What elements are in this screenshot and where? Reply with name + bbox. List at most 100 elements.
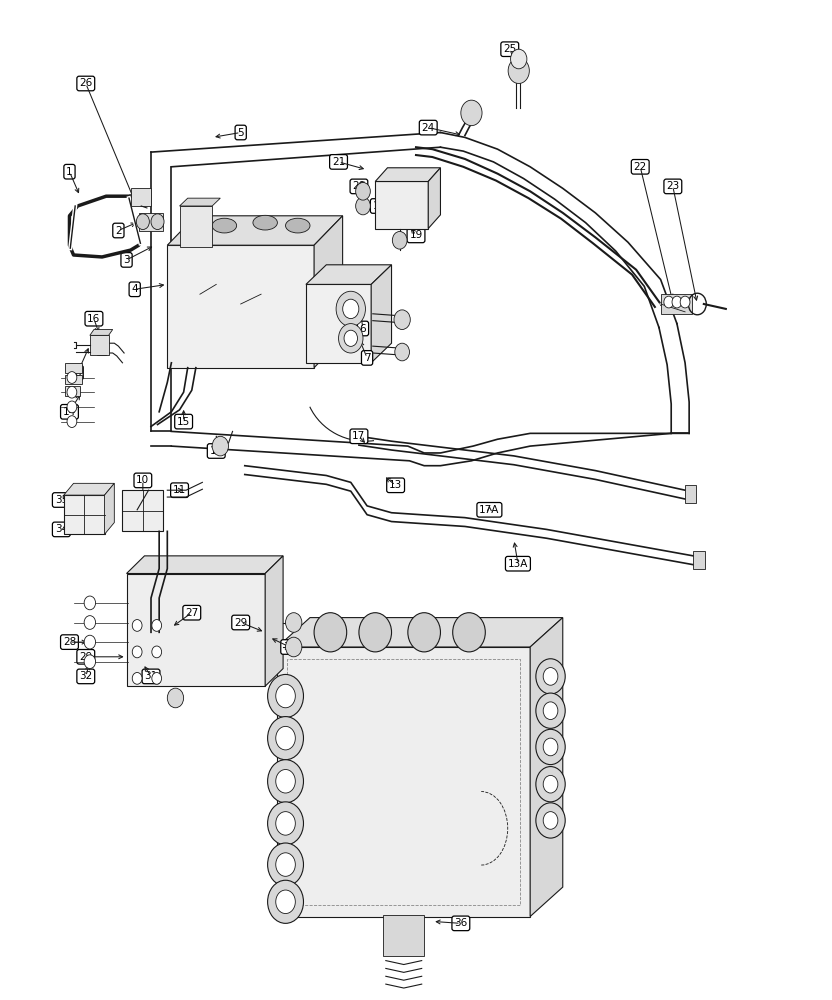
Circle shape (543, 668, 558, 685)
Circle shape (275, 726, 295, 750)
Polygon shape (530, 618, 562, 916)
Circle shape (672, 296, 681, 308)
Text: 13A: 13A (508, 559, 528, 569)
Polygon shape (126, 556, 283, 574)
Text: 29: 29 (234, 617, 247, 628)
Text: 7: 7 (364, 353, 370, 363)
Polygon shape (277, 647, 530, 916)
Text: 15: 15 (177, 417, 191, 427)
Circle shape (132, 646, 142, 658)
Text: 28: 28 (63, 637, 76, 647)
Circle shape (314, 613, 347, 652)
Circle shape (343, 299, 359, 319)
Circle shape (408, 613, 440, 652)
Bar (661, 294, 691, 314)
Polygon shape (90, 335, 109, 355)
Circle shape (275, 812, 295, 835)
Circle shape (511, 49, 527, 69)
Circle shape (132, 620, 142, 631)
Polygon shape (122, 490, 163, 531)
Text: 13: 13 (389, 480, 402, 490)
Polygon shape (167, 216, 343, 245)
Text: 4: 4 (131, 284, 138, 294)
Circle shape (461, 100, 482, 126)
Text: 26: 26 (79, 79, 92, 89)
Text: 20: 20 (392, 211, 404, 221)
Text: 27: 27 (186, 608, 198, 618)
Text: 31: 31 (145, 671, 157, 681)
Circle shape (67, 372, 77, 383)
Circle shape (536, 767, 565, 802)
Text: 16: 16 (87, 314, 101, 324)
Text: 12: 12 (210, 446, 223, 456)
Ellipse shape (212, 218, 236, 233)
Ellipse shape (253, 215, 277, 230)
Circle shape (67, 416, 77, 427)
Text: 1: 1 (67, 167, 72, 177)
Polygon shape (64, 483, 114, 495)
Text: 25: 25 (503, 44, 517, 54)
Text: 8: 8 (74, 368, 81, 378)
Text: 33: 33 (128, 505, 141, 515)
Circle shape (67, 401, 77, 413)
Circle shape (355, 182, 370, 200)
Text: 9: 9 (99, 343, 106, 353)
Bar (693, 551, 705, 569)
Text: 34: 34 (55, 524, 68, 534)
Circle shape (536, 693, 565, 728)
Text: 36: 36 (454, 918, 468, 928)
Bar (66, 375, 82, 384)
Circle shape (543, 738, 558, 756)
Polygon shape (314, 216, 343, 368)
Circle shape (132, 672, 142, 684)
Text: 11: 11 (173, 485, 186, 495)
Text: 2: 2 (115, 226, 121, 235)
Circle shape (212, 436, 229, 456)
Circle shape (339, 324, 363, 353)
Circle shape (536, 659, 565, 694)
Circle shape (268, 880, 304, 923)
Bar (139, 213, 163, 231)
Circle shape (268, 760, 304, 803)
Circle shape (268, 802, 304, 845)
Circle shape (453, 613, 485, 652)
Bar (66, 386, 80, 396)
Circle shape (336, 291, 365, 327)
Text: 21: 21 (332, 157, 345, 167)
Text: 22: 22 (634, 162, 646, 172)
Circle shape (681, 296, 690, 308)
Text: 35: 35 (55, 495, 68, 505)
Circle shape (355, 197, 370, 215)
Bar (384, 915, 424, 956)
Circle shape (268, 843, 304, 886)
Polygon shape (64, 495, 105, 534)
Circle shape (268, 674, 304, 718)
Circle shape (151, 646, 161, 658)
Text: 29: 29 (79, 652, 92, 662)
Circle shape (151, 214, 164, 230)
Text: 5: 5 (237, 127, 244, 137)
Text: 18: 18 (373, 201, 386, 211)
Circle shape (395, 343, 409, 361)
Polygon shape (375, 181, 428, 229)
Circle shape (359, 613, 392, 652)
Circle shape (151, 672, 161, 684)
Polygon shape (265, 556, 283, 686)
Polygon shape (90, 329, 112, 335)
Polygon shape (180, 198, 220, 206)
Text: 6: 6 (359, 324, 366, 334)
Bar (685, 485, 696, 503)
Circle shape (136, 214, 150, 230)
Circle shape (275, 890, 295, 914)
Circle shape (543, 702, 558, 720)
Circle shape (543, 775, 558, 793)
Circle shape (275, 684, 295, 708)
Polygon shape (180, 206, 212, 247)
Polygon shape (306, 265, 392, 284)
Polygon shape (167, 245, 314, 368)
Circle shape (285, 613, 302, 632)
Polygon shape (126, 574, 265, 686)
Circle shape (508, 58, 529, 84)
Circle shape (344, 330, 358, 346)
Circle shape (664, 296, 674, 308)
